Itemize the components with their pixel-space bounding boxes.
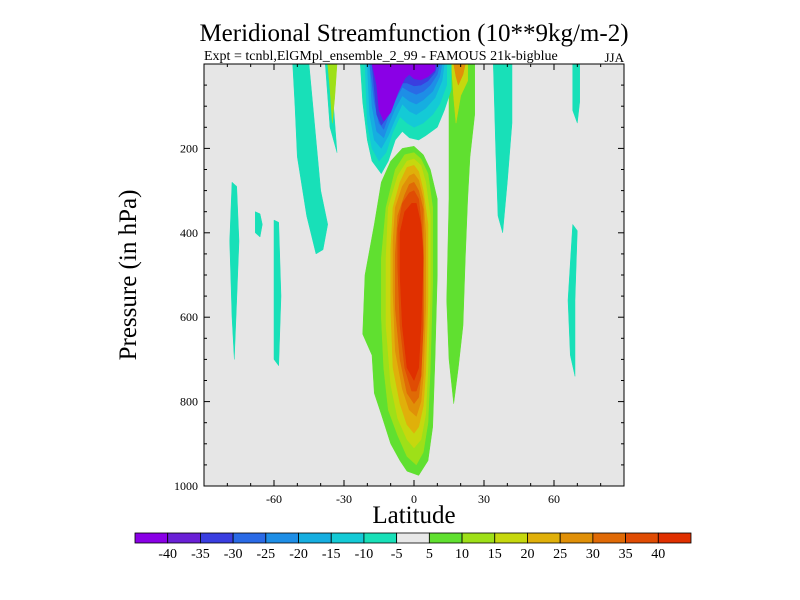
colorbar-swatch [167, 532, 201, 544]
colorbar-swatch [298, 532, 332, 544]
colorbar-label: 5 [426, 547, 433, 562]
colorbar-swatch [625, 532, 659, 544]
colorbar-swatch [232, 532, 267, 544]
colorbar-label: -35 [191, 547, 210, 562]
colorbar-label: 15 [488, 547, 502, 562]
season-label: JJA [604, 50, 624, 65]
band-sh-small [255, 211, 263, 238]
colorbar: -40 -35 -30 -25 -20 -15 -10 -5 5 10 15 20 25 30 35 40 [134, 532, 692, 562]
colorbar-swatch [396, 532, 430, 544]
colorbar-label: 40 [651, 547, 665, 562]
colorbar-label: 30 [586, 547, 600, 562]
colorbar-swatch [330, 532, 365, 544]
pos-band-nh [446, 63, 475, 404]
y-axis-label: Pressure (in hPa) [115, 190, 142, 361]
colorbar-swatch [363, 532, 398, 544]
colorbar-swatch [428, 532, 463, 544]
y-tick-label: 800 [180, 395, 198, 409]
band-nh-mid [493, 63, 513, 233]
colorbar-label: -20 [289, 547, 308, 562]
colorbar-swatch [200, 532, 234, 544]
x-axis-label: Latitude [372, 502, 455, 529]
colorbar-swatch [494, 532, 528, 544]
y-tick-label: 1000 [174, 479, 198, 493]
colorbar-label: 25 [553, 547, 567, 562]
colorbar-label: -25 [256, 547, 275, 562]
colorbar-swatch [592, 532, 626, 544]
plot-area: -60 -30 0 30 60 200 400 600 800 1000 [174, 63, 625, 506]
colorbar-swatch [265, 532, 299, 544]
x-tick-label: -60 [266, 492, 282, 506]
x-axis: -60 -30 0 30 60 [203, 64, 625, 506]
band-nh-high [567, 223, 578, 377]
y-axis: 200 400 600 800 1000 [174, 63, 624, 493]
neg-cell-core [371, 63, 436, 122]
colorbar-label: 20 [520, 547, 534, 562]
band-sh-far [229, 181, 240, 360]
y-tick-label: 200 [180, 141, 198, 155]
colorbar-swatch [527, 532, 561, 544]
y-tick-label: 400 [180, 226, 198, 240]
colorbar-label: -30 [224, 547, 243, 562]
colorbar-label: 10 [455, 547, 469, 562]
colorbar-swatch [559, 532, 594, 544]
chart-title: Meridional Streamfunction (10**9kg/m-2) [199, 20, 628, 47]
colorbar-label: -5 [391, 547, 403, 562]
colorbar-label: -10 [355, 547, 374, 562]
colorbar-label: -40 [158, 547, 177, 562]
x-tick-label: -30 [336, 492, 352, 506]
y-tick-label: 600 [180, 310, 198, 324]
x-tick-label: 0 [411, 492, 417, 506]
colorbar-swatch [461, 532, 496, 544]
x-tick-label: 30 [478, 492, 490, 506]
x-tick-label: 60 [548, 492, 560, 506]
colorbar-label: -15 [322, 547, 341, 562]
chart-subtitle: Expt = tcnbl,ElGMpl_ensemble_2_99 - FAMO… [204, 49, 558, 64]
colorbar-label: 35 [619, 547, 633, 562]
colorbar-swatch [134, 532, 169, 544]
contour-fields [229, 63, 580, 476]
band-sh-mid [273, 219, 282, 367]
pos-cell-core [399, 203, 424, 382]
band-sh-upper [292, 63, 328, 255]
colorbar-swatch [657, 532, 692, 544]
